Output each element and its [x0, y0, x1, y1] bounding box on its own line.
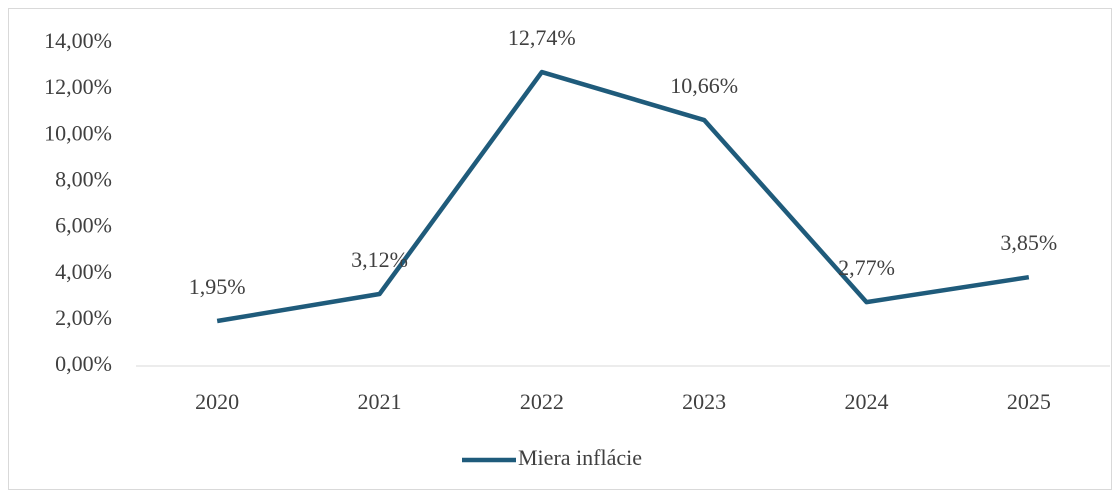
- data-label: 2,77%: [838, 255, 895, 280]
- y-tick-label: 12,00%: [44, 74, 112, 99]
- data-label: 10,66%: [670, 73, 738, 98]
- y-tick-label: 10,00%: [44, 120, 112, 145]
- legend-label: Miera inflácie: [518, 445, 642, 470]
- y-tick-label: 4,00%: [55, 259, 112, 284]
- y-tick-label: 8,00%: [55, 166, 112, 191]
- x-tick-label: 2023: [682, 389, 726, 414]
- y-tick-label: 6,00%: [55, 213, 112, 238]
- data-label: 12,74%: [508, 25, 576, 50]
- data-label: 3,85%: [1000, 230, 1057, 255]
- x-tick-label: 2021: [358, 389, 402, 414]
- x-tick-label: 2020: [195, 389, 239, 414]
- x-tick-label: 2024: [845, 389, 889, 414]
- data-label: 3,12%: [351, 247, 408, 272]
- x-tick-label: 2025: [1007, 389, 1051, 414]
- chart-frame: [8, 8, 1112, 490]
- x-tick-label: 2022: [520, 389, 564, 414]
- y-tick-label: 14,00%: [44, 28, 112, 53]
- y-tick-label: 2,00%: [55, 305, 112, 330]
- data-line: [216, 69, 1030, 324]
- y-tick-label: 0,00%: [55, 351, 112, 376]
- data-label: 1,95%: [189, 274, 246, 299]
